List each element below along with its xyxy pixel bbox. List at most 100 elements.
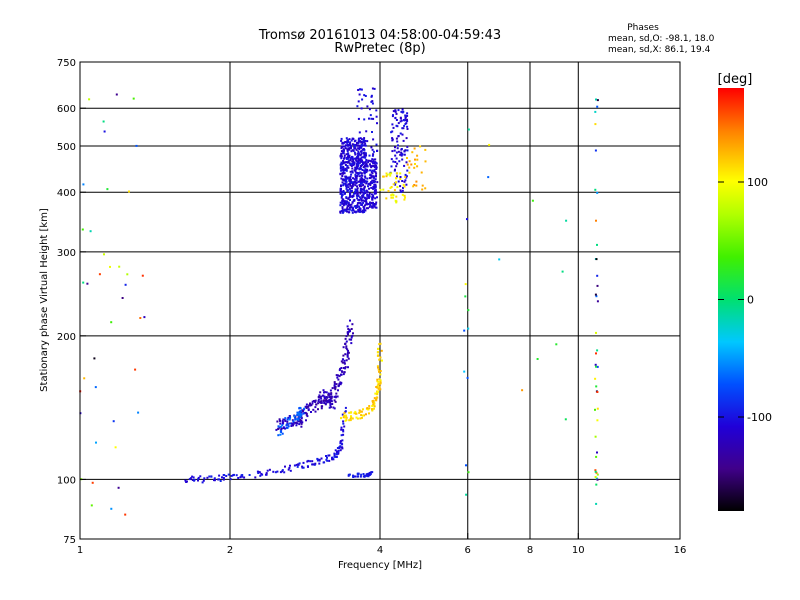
data-point (400, 148, 403, 151)
data-point (278, 426, 281, 429)
data-point (340, 139, 343, 142)
data-point (371, 182, 374, 184)
data-point (375, 206, 378, 209)
data-point (358, 196, 361, 199)
data-point (340, 381, 343, 384)
data-point (358, 144, 361, 147)
data-point (596, 451, 598, 454)
data-point (594, 188, 597, 191)
data-point (333, 407, 336, 410)
data-point (396, 147, 399, 150)
data-point (348, 143, 351, 145)
data-point (358, 93, 361, 96)
data-point (304, 405, 307, 408)
data-point (363, 188, 365, 191)
data-point (595, 502, 598, 505)
data-point (387, 190, 390, 193)
data-point (346, 190, 349, 193)
data-point (356, 193, 359, 196)
data-point (595, 483, 598, 486)
data-point (326, 399, 329, 402)
data-point (355, 159, 358, 162)
data-point (362, 163, 365, 166)
data-point (595, 385, 598, 388)
data-point (336, 447, 339, 449)
data-point (372, 196, 375, 199)
data-point (345, 161, 348, 164)
data-point (124, 513, 127, 516)
data-point (350, 155, 353, 158)
data-point (337, 450, 340, 453)
data-point (106, 188, 109, 191)
data-point (371, 198, 374, 201)
data-point (343, 359, 346, 362)
data-point (358, 137, 360, 140)
data-point (420, 171, 423, 174)
data-point (288, 422, 291, 425)
data-point (362, 206, 365, 209)
data-point (377, 347, 380, 350)
data-point (363, 94, 366, 97)
data-point (350, 163, 353, 166)
data-point (396, 125, 399, 128)
data-point (401, 158, 404, 161)
data-point (330, 392, 333, 395)
data-point (596, 191, 599, 194)
data-point (323, 402, 326, 404)
data-point (368, 108, 371, 111)
data-point (293, 464, 296, 467)
data-point (406, 145, 409, 148)
data-point (345, 201, 348, 204)
data-point (365, 162, 368, 165)
data-point (404, 176, 407, 178)
data-point (349, 419, 352, 422)
data-point (406, 125, 409, 128)
data-point (374, 186, 377, 189)
data-point (348, 411, 351, 414)
data-point (371, 471, 374, 474)
data-point (348, 338, 351, 341)
data-point (357, 150, 360, 153)
data-point (297, 463, 300, 466)
data-point (594, 293, 597, 296)
data-point (340, 177, 343, 180)
data-point (363, 190, 366, 193)
data-point (373, 185, 375, 188)
data-point (201, 481, 204, 484)
data-point (358, 148, 361, 150)
data-point (353, 151, 356, 154)
data-point (333, 395, 336, 398)
data-point (595, 365, 597, 368)
data-point (143, 316, 146, 319)
data-point (395, 137, 398, 140)
data-point (353, 143, 356, 146)
data-point (403, 150, 406, 153)
data-point (367, 183, 370, 185)
data-point (318, 396, 321, 399)
data-point (378, 370, 380, 373)
data-point (403, 198, 406, 201)
data-point (344, 414, 347, 417)
data-point (362, 156, 365, 159)
data-point (367, 194, 370, 197)
data-point (349, 199, 351, 201)
data-point (365, 197, 368, 200)
data-point (467, 309, 470, 312)
data-point (366, 140, 369, 143)
data-point (299, 410, 302, 413)
data-point (363, 151, 366, 154)
data-point (358, 167, 361, 170)
data-point (342, 428, 345, 431)
data-point (365, 159, 368, 161)
data-point (351, 184, 354, 187)
data-point (353, 412, 356, 415)
data-point (466, 218, 468, 221)
data-point (241, 475, 244, 478)
data-point (292, 420, 295, 423)
data-point (406, 112, 409, 115)
data-point (376, 181, 379, 184)
data-point (294, 418, 297, 421)
colorbar-tick-label: -100 (747, 411, 772, 424)
data-point (346, 139, 349, 142)
data-point (361, 209, 364, 212)
